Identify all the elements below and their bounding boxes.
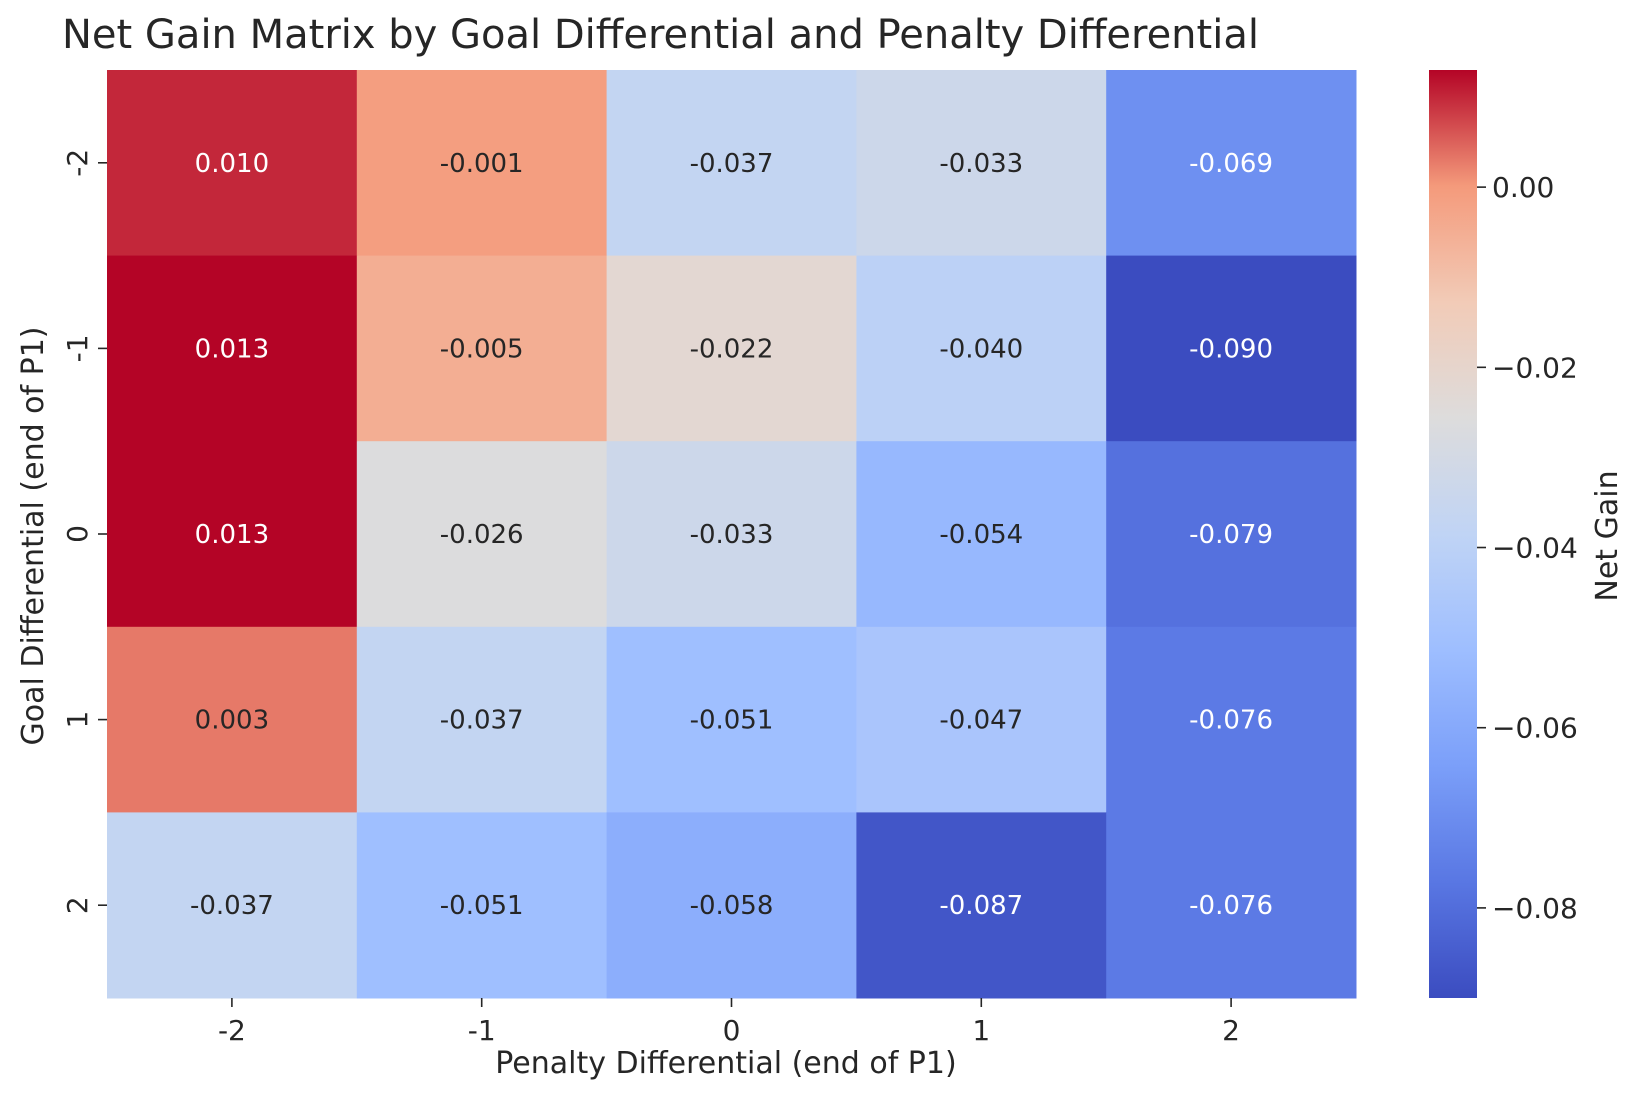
heatmap-cell (107, 70, 358, 257)
x-tick-label: -1 (468, 1014, 496, 1047)
heatmap-cells (107, 70, 1357, 999)
x-tick-label: 1 (972, 1014, 990, 1047)
chart-title: Net Gain Matrix by Goal Differential and… (62, 12, 1259, 58)
x-tick-label: 0 (723, 1014, 741, 1047)
heatmap-cell (1106, 441, 1357, 628)
heatmap-cell-labels: 0.010 -0.001 -0.037 -0.033 -0.069 0.013 -0.005… (190, 149, 1273, 921)
cell-value-label: -0.069 (1189, 149, 1273, 179)
colorbar-tick-label: −0.02 (1492, 351, 1578, 384)
cell-value-label: -0.026 (440, 520, 524, 550)
heatmap-cell (107, 812, 358, 999)
cell-value-label: -0.005 (440, 334, 524, 364)
heatmap-cell (1106, 255, 1357, 442)
heatmap-cell (606, 441, 857, 628)
heatmap-cell (856, 255, 1107, 442)
cell-value-label: -0.087 (939, 891, 1023, 921)
heatmap-cell (856, 70, 1107, 257)
y-tick-label: -2 (61, 149, 94, 177)
x-axis: -2 -1 0 1 2 (218, 998, 1240, 1047)
cell-value-label: -0.054 (939, 520, 1023, 550)
cell-value-label: -0.047 (939, 706, 1023, 736)
cell-value-label: -0.033 (939, 149, 1023, 179)
colorbar-ticks: 0.00 −0.02 −0.04 −0.06 −0.08 (1477, 171, 1578, 925)
x-axis-label: Penalty Differential (end of P1) (495, 1046, 956, 1081)
heatmap-cell (356, 626, 608, 813)
colorbar-tick-label: −0.06 (1492, 712, 1578, 745)
cell-value-label: 0.010 (195, 149, 269, 179)
cell-value-label: -0.076 (1189, 706, 1273, 736)
y-axis-label: Goal Differential (end of P1) (16, 326, 51, 745)
cell-value-label: -0.022 (690, 334, 774, 364)
cell-value-label: -0.058 (690, 891, 774, 921)
heatmap-cell (856, 812, 1107, 999)
cell-value-label: -0.051 (690, 706, 774, 736)
colorbar-tick-label: −0.04 (1492, 532, 1578, 565)
cell-value-label: 0.013 (195, 334, 269, 364)
heatmap-cell (107, 441, 358, 628)
y-tick-label: 0 (61, 525, 94, 543)
cell-value-label: 0.003 (195, 706, 269, 736)
cell-value-label: -0.033 (690, 520, 774, 550)
cell-value-label: -0.051 (440, 891, 524, 921)
heatmap-cell (107, 255, 358, 442)
heatmap-cell (856, 441, 1107, 628)
heatmap-cell (1106, 70, 1357, 257)
y-axis: -2 -1 0 1 2 (61, 149, 107, 914)
heatmap-cell (356, 255, 608, 442)
cell-value-label: -0.037 (190, 891, 274, 921)
y-tick-label: -1 (61, 334, 94, 362)
colorbar-tick-label: 0.00 (1492, 171, 1554, 204)
heatmap-cell (606, 626, 857, 813)
y-tick-label: 1 (61, 711, 94, 729)
cell-value-label: -0.076 (1189, 891, 1273, 921)
colorbar-label: Net Gain (1590, 470, 1625, 601)
cell-value-label: -0.037 (440, 706, 524, 736)
heatmap-cell (1106, 626, 1357, 813)
cell-value-label: -0.079 (1189, 520, 1273, 550)
cell-value-label: -0.040 (939, 334, 1023, 364)
colorbar (1429, 70, 1477, 998)
heatmap-cell (107, 626, 358, 813)
heatmap-cell (606, 812, 857, 999)
x-tick-label: -2 (218, 1014, 246, 1047)
cell-value-label: -0.090 (1189, 334, 1273, 364)
x-tick-label: 2 (1222, 1014, 1240, 1047)
cell-value-label: -0.037 (690, 149, 774, 179)
heatmap-cell (856, 626, 1107, 813)
heatmap-cell (1106, 812, 1357, 999)
y-tick-label: 2 (61, 896, 94, 914)
heatmap-cell (356, 441, 608, 628)
colorbar-tick-label: −0.08 (1492, 892, 1578, 925)
heatmap-cell (356, 70, 608, 257)
heatmap-cell (606, 70, 857, 257)
heatmap-cell (606, 255, 857, 442)
cell-value-label: -0.001 (440, 149, 524, 179)
cell-value-label: 0.013 (195, 520, 269, 550)
heatmap-cell (356, 812, 608, 999)
